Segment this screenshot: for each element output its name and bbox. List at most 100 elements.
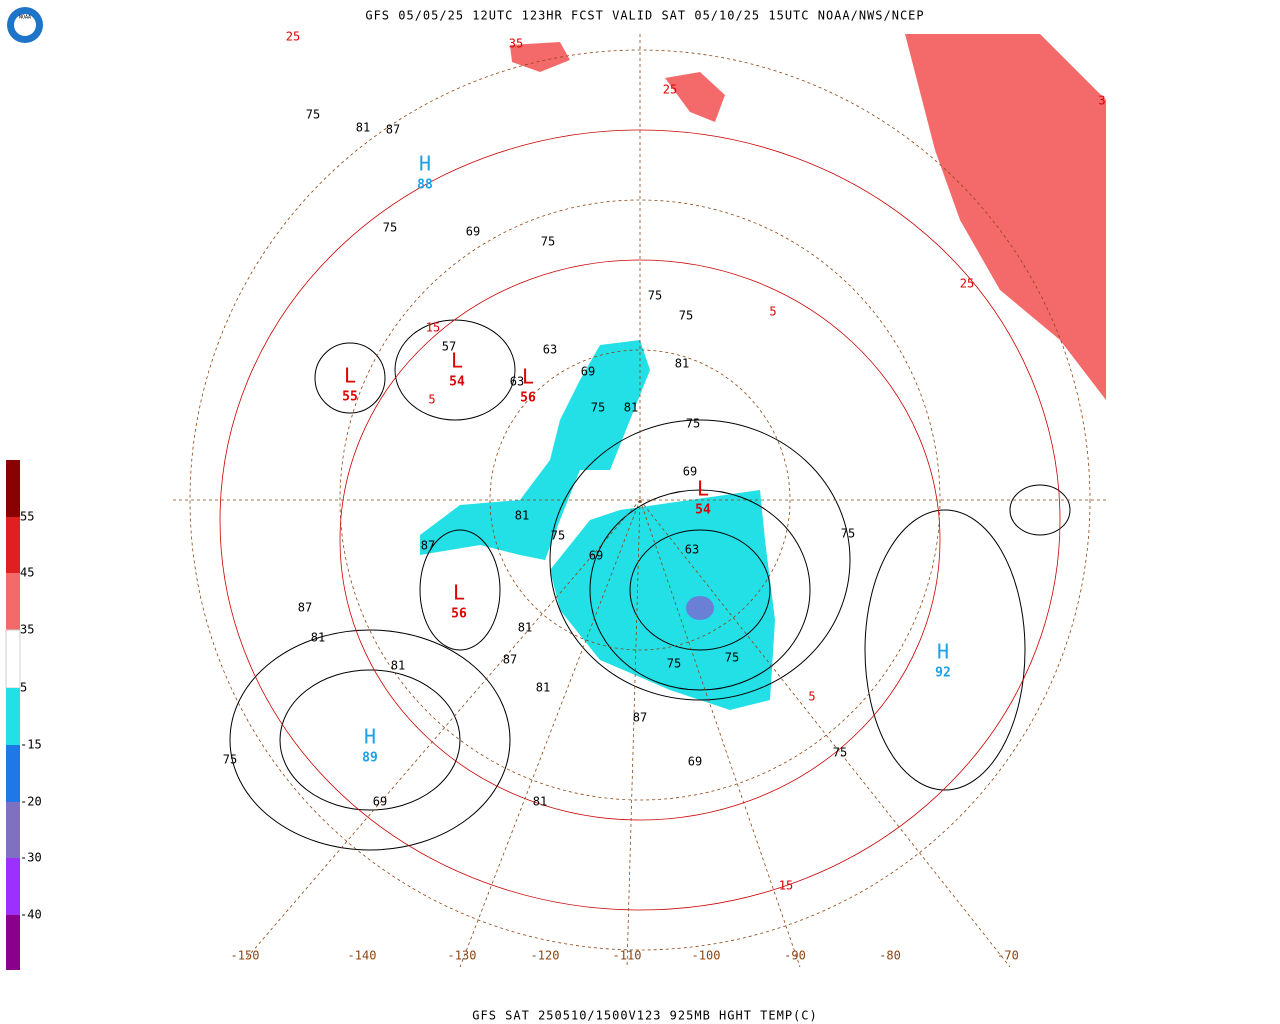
longitude-label: -140 <box>348 949 377 963</box>
color-swatch <box>6 858 20 915</box>
colorbar-label: 45 <box>20 566 34 580</box>
height-label: 75 <box>383 221 397 235</box>
colorbar-label: -20 <box>20 795 42 809</box>
pressure-letter: H <box>419 152 431 176</box>
height-label: 57 <box>442 340 456 354</box>
height-label: 75 <box>223 753 237 767</box>
height-label: 75 <box>541 235 555 249</box>
color-swatch <box>5 629 21 689</box>
height-label: 69 <box>589 549 603 563</box>
colorbar-label: -30 <box>20 851 42 865</box>
height-label: 87 <box>298 601 312 615</box>
height-label: 81 <box>311 631 325 645</box>
height-label: 81 <box>624 401 638 415</box>
height-label: 87 <box>633 711 647 725</box>
height-label: 63 <box>685 543 699 557</box>
pressure-value: 88 <box>417 178 433 193</box>
pressure-letter: L <box>453 581 465 605</box>
pressure-value: 56 <box>520 391 536 406</box>
height-label: 81 <box>675 357 689 371</box>
pressure-value: 92 <box>935 666 951 681</box>
color-swatch <box>6 517 20 573</box>
temp-label: 5 <box>769 305 776 319</box>
longitude-label: -110 <box>613 949 642 963</box>
cold-region <box>420 340 650 560</box>
header-title: GFS 05/05/25 12UTC 123HR FCST VALID SAT … <box>365 9 924 23</box>
cold-core <box>686 596 714 620</box>
temp-label: 3 <box>1098 94 1105 108</box>
height-label: 63 <box>510 375 524 389</box>
colorbar-label: 55 <box>20 510 34 524</box>
map-shapes <box>173 34 1106 968</box>
height-label: 87 <box>421 539 435 553</box>
height-label: 75 <box>679 309 693 323</box>
height-label: 63 <box>543 343 557 357</box>
height-label: 69 <box>466 225 480 239</box>
longitude-label: -100 <box>692 949 721 963</box>
height-label: 75 <box>648 289 662 303</box>
pressure-value: 54 <box>695 503 711 518</box>
pressure-value: 56 <box>451 607 467 622</box>
pressure-letter: L <box>451 349 463 373</box>
height-label: 81 <box>518 621 532 635</box>
longitude-label: -80 <box>879 949 901 963</box>
height-label: 75 <box>686 417 700 431</box>
colorbar-label: 5 <box>20 681 27 695</box>
pressure-value: 55 <box>342 390 358 405</box>
temp-label: 35 <box>509 37 523 51</box>
pressure-value: 89 <box>362 751 378 766</box>
height-label: 75 <box>833 746 847 760</box>
pressure-letter: L <box>522 365 534 389</box>
colorbar-label: -40 <box>20 908 42 922</box>
color-swatch <box>6 460 20 517</box>
height-label: 81 <box>533 795 547 809</box>
pressure-letter: H <box>364 725 376 749</box>
temp-label: 25 <box>960 277 974 291</box>
longitude-label: -130 <box>448 949 477 963</box>
pressure-letter: L <box>344 364 356 388</box>
longitude-label: -70 <box>997 949 1019 963</box>
warm-region <box>510 42 570 72</box>
height-label: 81 <box>391 659 405 673</box>
temp-label: 5 <box>428 393 435 407</box>
height-label: 69 <box>581 365 595 379</box>
longitude-label: -90 <box>784 949 806 963</box>
pressure-letter: L <box>697 477 709 501</box>
cold-region <box>550 490 775 710</box>
height-label: 75 <box>841 527 855 541</box>
temp-label: 15 <box>426 321 440 335</box>
height-label: 75 <box>591 401 605 415</box>
footer-text: GFS SAT 250510/1500V123 925MB HGHT TEMP(… <box>472 1009 817 1023</box>
colorbar <box>5 460 21 970</box>
color-swatch <box>6 915 20 970</box>
colorbar-label: -15 <box>20 738 42 752</box>
height-label: 69 <box>688 755 702 769</box>
noaa-logo-inner <box>14 14 36 36</box>
color-swatch <box>6 745 20 802</box>
height-label: 81 <box>356 121 370 135</box>
temp-label: 25 <box>663 83 677 97</box>
height-label: 87 <box>386 123 400 137</box>
height-label: 69 <box>373 795 387 809</box>
pressure-letter: H <box>937 640 949 664</box>
temp-label: 5 <box>808 690 815 704</box>
height-label: 75 <box>306 108 320 122</box>
color-swatch <box>6 573 20 630</box>
temp-label: 25 <box>286 30 300 44</box>
pressure-value: 54 <box>449 375 465 390</box>
colorbar-label: 35 <box>20 623 34 637</box>
longitude-label: -120 <box>531 949 560 963</box>
warm-region <box>905 34 1106 400</box>
color-swatch <box>6 802 20 858</box>
height-label: 75 <box>667 657 681 671</box>
warm-region <box>665 72 725 122</box>
height-label: 69 <box>683 465 697 479</box>
height-label: 81 <box>515 509 529 523</box>
height-label: 75 <box>725 651 739 665</box>
color-swatch <box>6 688 20 745</box>
height-label: 87 <box>503 653 517 667</box>
temp-label: 15 <box>779 879 793 893</box>
logo-text: NOAA <box>19 15 31 21</box>
height-label: 75 <box>551 529 565 543</box>
